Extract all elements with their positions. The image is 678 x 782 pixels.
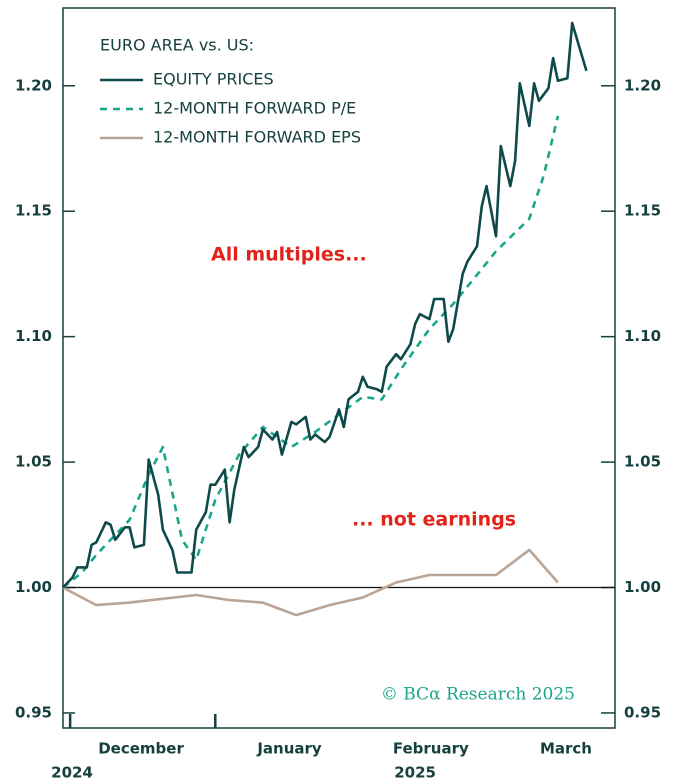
series-line xyxy=(62,21,588,589)
x-tick-label: January xyxy=(256,740,322,758)
series-line xyxy=(62,115,560,589)
source: © BCα Research 2025 xyxy=(381,685,575,705)
y-tick-label: 1.00 xyxy=(15,578,52,596)
y2-tick-label: 1.15 xyxy=(624,202,661,220)
annotation: ... not earnings xyxy=(352,509,516,531)
legend-label: 12-MONTH FORWARD P/E xyxy=(153,99,356,118)
chart-title: EURO AREA vs. US: xyxy=(100,36,254,55)
year-label: 2024 xyxy=(51,764,93,782)
legend-label: 12-MONTH FORWARD EPS xyxy=(153,128,361,147)
series-line xyxy=(62,548,559,617)
y-tick-label: 1.20 xyxy=(15,76,52,94)
y2-tick-label: 1.10 xyxy=(624,327,661,345)
y-tick-label: 0.95 xyxy=(15,703,52,721)
plot-frame xyxy=(62,7,616,729)
x-tick-label: March xyxy=(540,740,592,758)
y2-tick-label: 1.00 xyxy=(624,578,661,596)
y2-tick-label: 0.95 xyxy=(624,703,661,721)
y-tick-label: 1.10 xyxy=(15,327,52,345)
x-tick-label: February xyxy=(393,740,469,758)
y-tick-label: 1.05 xyxy=(15,453,52,471)
x-tick-label: December xyxy=(98,740,184,758)
annotation: All multiples... xyxy=(211,244,367,266)
y-tick-label: 1.15 xyxy=(15,202,52,220)
y2-tick-label: 1.20 xyxy=(624,76,661,94)
y2-tick-label: 1.05 xyxy=(624,453,661,471)
year-label: 2025 xyxy=(394,764,436,782)
legend-label: EQUITY PRICES xyxy=(153,70,274,89)
